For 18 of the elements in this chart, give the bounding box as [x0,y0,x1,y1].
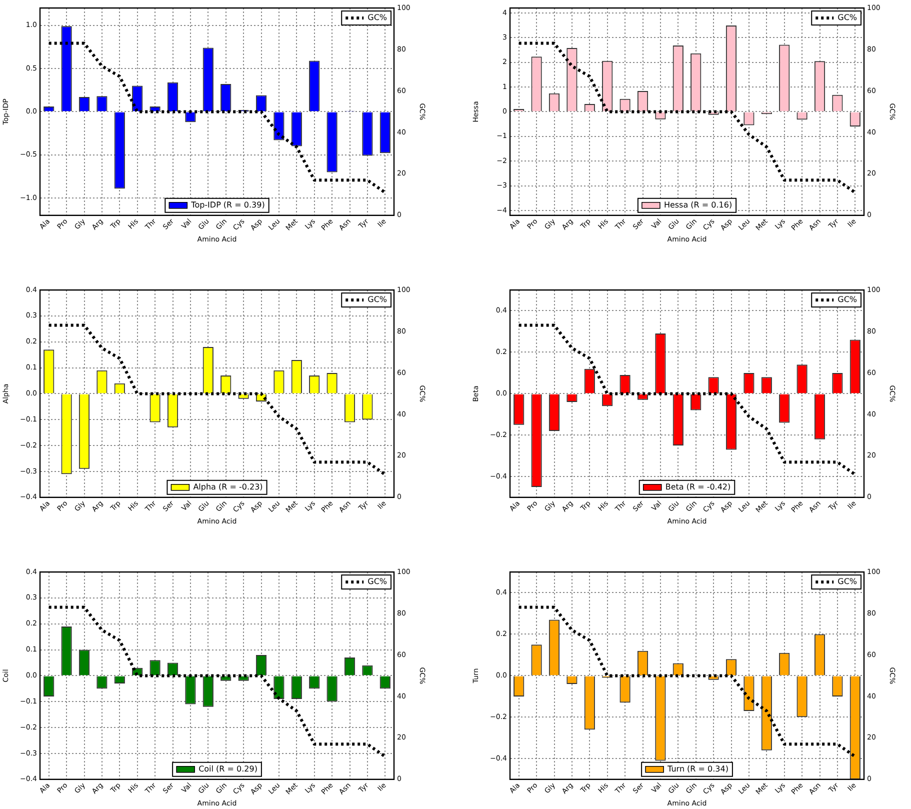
legend-label: GC% [838,295,858,304]
legend-label: Hessa (R = 0.16) [664,200,732,210]
line-series [47,606,387,758]
legend-label: GC% [368,577,388,586]
legend-label: Turn (R = 0.34) [666,764,728,774]
line-series [47,324,387,476]
legend-label: GC% [368,13,388,22]
legend-label: GC% [838,13,858,22]
legend-label: Top-IDP (R = 0.39) [190,200,265,210]
legend-label: Coil (R = 0.29) [198,764,258,774]
legend-label: GC% [838,577,858,586]
legend-label: Beta (R = -0.42) [665,482,731,492]
legend-label: GC% [368,295,388,304]
line-series [517,324,857,476]
line-series [47,42,387,194]
legend-label: Alpha (R = -0.23) [193,482,263,492]
line-series [517,606,857,758]
line-series [517,42,857,194]
